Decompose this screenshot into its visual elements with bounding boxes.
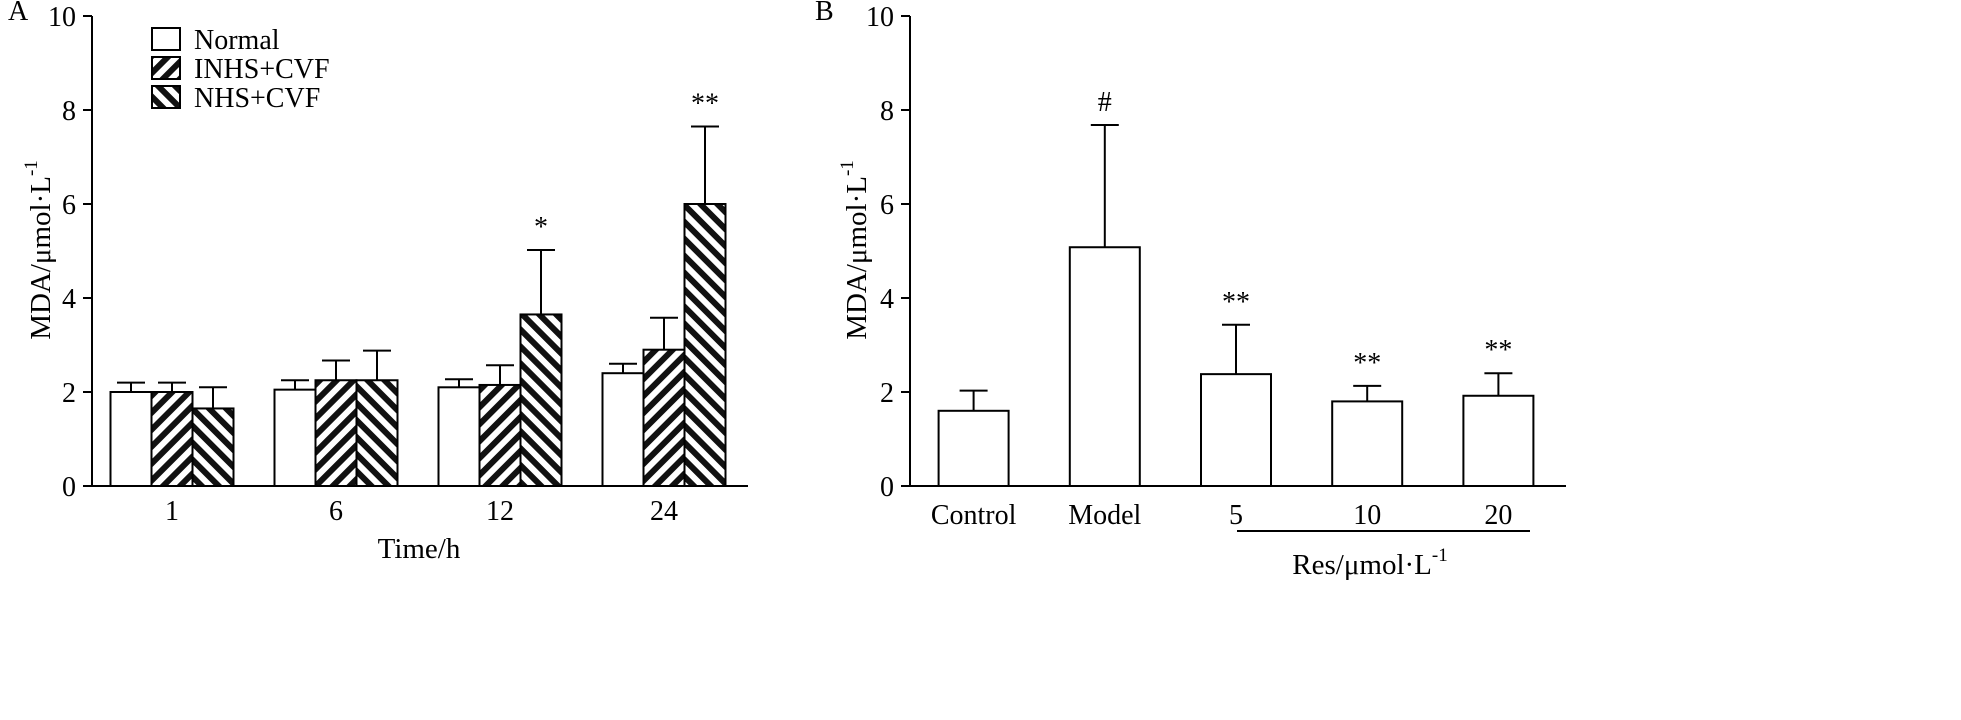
panel-b-significance-label: ** [1222,287,1250,318]
panel-b-bar [1068,246,1141,487]
panel-a-legend-item: INHS+CVF [151,54,330,85]
panel-b-bar [1200,373,1272,488]
panel-a-y-tick-label: 6 [62,190,76,221]
panel-a-legend-swatch [151,27,181,51]
panel-b-bar [1462,394,1535,488]
panel-b-x-ticks: Control Model 5 10 20 [931,500,1513,531]
panel-b-x-tick-label: Control [931,500,1017,531]
panel-b-bars: # ** ** ** [937,87,1535,488]
panel-a-bar-group [642,316,686,488]
panel-a-y-axis-title-text: MDA/μmol·L [25,176,57,340]
panel-a-bar-group [355,349,399,487]
panel-a-legend-label: NHS+CVF [194,83,320,114]
panel-a-bar-group [437,378,481,487]
panel-a-bar-group [273,379,317,487]
panel-b-significance-label: # [1098,87,1112,118]
panel-a-bar-group [314,359,358,487]
panel-b-y-ticks: 0 2 4 6 8 10 [866,2,910,503]
panel-a-legend-swatch [151,85,181,109]
panel-b-bar-group: ** [1331,348,1404,487]
panel-a-bar-group [478,364,522,488]
panel-a-bar [355,379,399,487]
panel-b-y-tick-label: 6 [880,190,894,221]
panel-a-bar-group [191,386,235,488]
panel-a-y-ticks: 0 2 4 6 8 10 [48,2,92,503]
panel-a-bar [642,348,686,488]
panel-a-x-ticks: 1 6 12 24 [165,496,678,527]
panel-a-y-tick-label: 10 [48,2,76,33]
panel-a-letter: A [8,0,29,27]
panel-b-significance-label: ** [1353,348,1381,379]
panel-b-x-tick-label: 5 [1229,500,1243,531]
panel-a-y-tick-label: 4 [62,284,76,315]
panel-a-significance-label: ** [691,88,719,119]
panel-b-group-label: Res/μmol·L-1 [1292,545,1447,581]
panel-a-significance-label: * [534,212,548,243]
panel-b-y-tick-label: 2 [880,378,894,409]
panel-a-bar [150,391,194,487]
panel-a-legend-item: Normal [151,25,280,56]
panel-b-bar [1331,400,1404,487]
panel-b-y-axis-title-text: MDA/μmol·L [841,176,873,340]
panel-a-bar-group: * [519,212,563,488]
panel-a-y-axis-title-sup: -1 [21,160,42,176]
panel-b-x-tick-label: 20 [1484,500,1512,531]
panel-a-bar-group [109,381,153,487]
svg-text:MDA/μmol·L-1: MDA/μmol·L-1 [837,160,873,340]
panel-a-y-axis-title: MDA/μmol·L-1 [21,160,57,340]
panel-a-x-axis-title: Time/h [378,533,461,565]
panel-b-y-tick-label: 0 [880,472,894,503]
panel-a-y-tick-label: 2 [62,378,76,409]
panel-a-y-tick-label: 0 [62,472,76,503]
panel-a-bars: *** [109,88,727,488]
panel-b-x-tick-label: Model [1068,500,1141,531]
panel-a-bar-group [150,381,194,487]
panel-b-significance-label: ** [1484,335,1512,366]
panel-a-bar [273,388,317,487]
panel-a-x-tick-label: 24 [650,496,678,527]
panel-a-bar [437,386,481,487]
panel-b-bar-group: # [1068,87,1141,487]
panel-b-y-tick-label: 10 [866,2,894,33]
panel-a-legend-label: Normal [194,25,280,56]
panel-a-bar [109,391,153,487]
panel-a-legend-item: NHS+CVF [151,83,320,114]
panel-b-y-axis-title-sup: -1 [837,160,858,176]
panel-a-x-tick-label: 6 [329,496,343,527]
panel-b-group-label-text: Res/μmol·L [1292,549,1432,581]
panel-b-y-tick-label: 4 [880,284,894,315]
panel-a-y-tick-label: 8 [62,96,76,127]
panel-a-bar [478,383,522,488]
panel-a-legend-label: INHS+CVF [194,54,330,85]
panel-a-bar-group: ** [683,88,727,487]
panel-a-bar [314,379,358,487]
panel-a-bar-group [601,362,645,488]
panel-b-y-axis-title: MDA/μmol·L-1 [837,160,873,340]
panel-b-bar-group: ** [1462,335,1535,488]
panel-b-bar-group [937,389,1010,487]
panel-a-bar [519,313,563,488]
panel-b-y-tick-label: 8 [880,96,894,127]
svg-text:MDA/μmol·L-1: MDA/μmol·L-1 [21,160,57,340]
panel-a-bar [683,203,727,487]
panel-a-bar [601,372,645,488]
panel-b-group-label-sup: -1 [1432,545,1448,566]
panel-a-x-tick-label: 1 [165,496,179,527]
panel-b-bar [937,409,1010,487]
panel-a-bar [191,407,235,488]
panel-b-letter: B [815,0,834,27]
panel-b-x-tick-label: 10 [1353,500,1381,531]
panel-a-x-tick-label: 12 [486,496,514,527]
panel-a-legend-swatch [151,56,181,80]
panel-b-bar-group: ** [1200,287,1272,488]
